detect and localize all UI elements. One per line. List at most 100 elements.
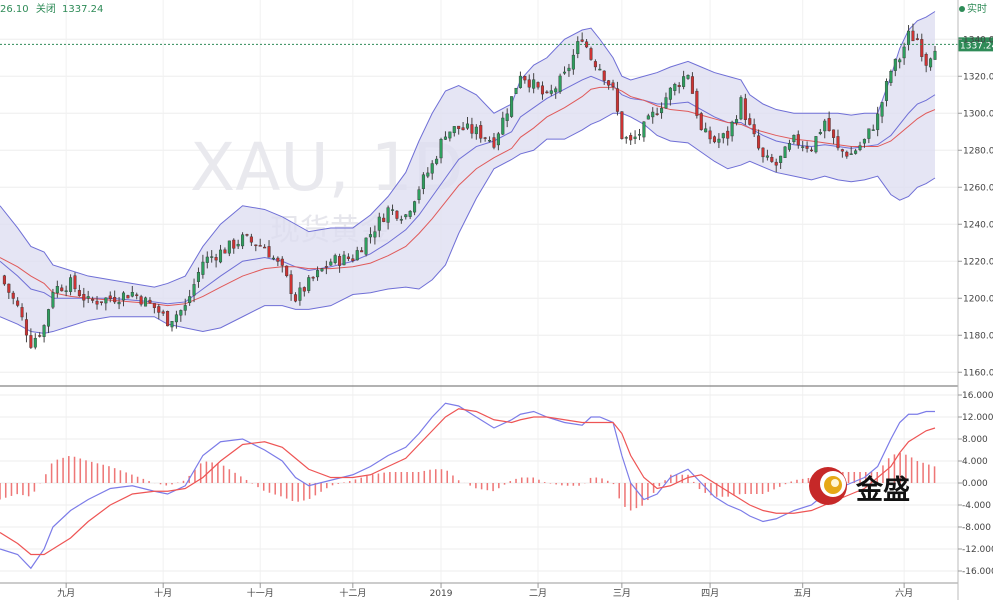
candle-body [166, 311, 170, 327]
time-tick-label: 十月 [154, 587, 172, 599]
candle-body [708, 130, 712, 140]
candle-body [218, 249, 223, 263]
candle-body [563, 71, 567, 74]
candle-body [735, 119, 739, 124]
candle-body [241, 234, 245, 247]
candle-body [289, 274, 293, 294]
candle-body [898, 59, 902, 63]
candle-body [417, 189, 421, 200]
candle-body [673, 84, 677, 91]
candle-body [770, 157, 774, 162]
macd-tick-label: -4.000 [962, 501, 991, 511]
candle-body [540, 85, 544, 95]
brand-logo: 金盛 [808, 464, 928, 508]
candle-body [457, 125, 461, 129]
live-label: 实时 [967, 4, 987, 15]
candle-body [510, 96, 514, 117]
candle-body [135, 294, 139, 296]
candle-body [615, 88, 619, 112]
candle-body [554, 88, 558, 93]
candle-body [29, 335, 33, 348]
candle-body [757, 135, 761, 149]
price-tick-label: 1320.00 [963, 72, 993, 82]
candle-body [576, 41, 580, 54]
header-close-value: 1337.24 [62, 4, 104, 15]
candle-body [884, 81, 889, 101]
candle-body [227, 240, 231, 254]
candle-body [624, 137, 628, 139]
candle-body [355, 250, 359, 261]
logo-text: 金盛 [856, 475, 910, 506]
candle-body [42, 325, 46, 337]
candle-body [139, 296, 143, 305]
candle-body [95, 300, 99, 305]
candle-body [862, 138, 866, 144]
time-axis-labels: 九月 十月 十一月 十二月 2019 二月 三月 四月 五月 六月 [57, 583, 913, 599]
macd-tick-label: 0.000 [962, 479, 988, 489]
candle-body [845, 151, 849, 157]
candle-body [161, 311, 165, 314]
candle-body [699, 113, 703, 130]
candle-body [2, 275, 6, 285]
candle-body [545, 91, 549, 94]
candle-body [695, 90, 699, 116]
candle-body [320, 268, 324, 272]
candle-body [382, 217, 386, 222]
candle-body [276, 257, 280, 262]
candle-body [567, 67, 571, 72]
candle-body [832, 129, 836, 138]
candle-body [99, 301, 103, 303]
candle-body [730, 121, 734, 137]
candle-body [787, 143, 791, 150]
candle-body [24, 319, 28, 336]
candle-body [316, 270, 320, 278]
candle-body [329, 261, 333, 266]
last-price-line: 1337.24 [0, 37, 993, 52]
candle-body [196, 272, 200, 282]
candle-body [126, 295, 130, 299]
time-tick-label: 九月 [57, 588, 75, 599]
price-tick-label: 1260.00 [963, 183, 993, 193]
candle-body [840, 149, 844, 152]
ohlc-header: 26.10 关闭 1337.24 [0, 0, 103, 15]
candle-body [929, 58, 933, 68]
candle-body [113, 296, 117, 303]
candle-body [518, 75, 522, 88]
candle-body [192, 284, 196, 296]
candle-body [121, 292, 126, 301]
candle-body [448, 131, 452, 139]
candle-body [836, 136, 840, 149]
candle-body [677, 85, 681, 87]
candle-body [532, 79, 536, 89]
candle-body [924, 53, 928, 66]
candle-body [854, 150, 858, 154]
macd-axis-labels: -16.000 -12.000 -8.000 -4.000 0.000 4.000 8.00… [958, 391, 993, 577]
candle-body [170, 321, 174, 328]
candle-body [717, 138, 721, 143]
candle-body [377, 216, 381, 231]
candle-body [188, 296, 192, 304]
candle-body [479, 125, 483, 139]
candle-body [351, 258, 355, 262]
candle-body [496, 133, 500, 146]
time-tick-label: 六月 [895, 587, 913, 599]
candle-body [421, 174, 425, 189]
candlesticks [2, 23, 937, 350]
candle-body [179, 310, 183, 316]
candle-body [752, 124, 756, 135]
candle-body [333, 255, 337, 263]
candle-body [629, 135, 633, 141]
candle-body [33, 337, 37, 348]
candle-body [571, 54, 575, 70]
live-indicator[interactable]: 实时 [959, 0, 987, 15]
candle-body [743, 98, 747, 120]
candle-body [64, 290, 68, 292]
candle-body [426, 172, 430, 177]
candle-body [549, 90, 553, 94]
candle-body [271, 257, 275, 260]
candle-body [391, 209, 395, 211]
candle-body [461, 127, 465, 131]
price-tick-label: 1280.00 [963, 146, 993, 156]
candle-body [488, 140, 492, 142]
